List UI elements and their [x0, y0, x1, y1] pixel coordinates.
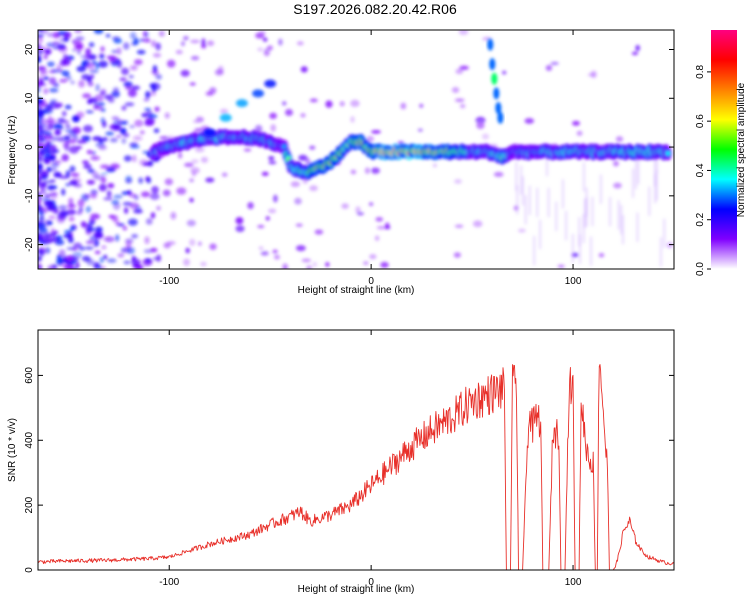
spectrogram-y-axis-label: Frequency (Hz)	[7, 116, 18, 185]
colorbar-ticks: 0.0 0.2 0.4 0.6 0.8	[695, 64, 711, 276]
y-tick-label: -20	[24, 237, 35, 252]
colorbar: 0.0 0.2 0.4 0.6 0.8 Normalized spectral ampl…	[695, 30, 747, 276]
x-tick-label: -100	[159, 276, 179, 287]
spectrogram-frame	[37, 29, 675, 270]
y-tick-label: 600	[24, 367, 35, 384]
snr-y-axis-label: SNR (10 * v/v)	[7, 418, 18, 482]
spectrogram-y-ticks: -20 -10 0 10 20	[24, 44, 674, 252]
spectrogram-diagonal-branch	[203, 79, 277, 137]
spectrogram-x-ticks: -100 0 100	[159, 30, 582, 287]
colorbar-tick-label: 0.2	[695, 212, 706, 226]
snr-x-axis-label: Height of straight line (km)	[298, 584, 415, 595]
y-tick-label: -10	[24, 188, 35, 203]
snr-series-line	[38, 364, 674, 570]
x-tick-label: -100	[159, 577, 179, 588]
x-tick-label: 0	[368, 577, 374, 588]
colorbar-tick-label: 0.4	[695, 163, 706, 177]
y-tick-label: 10	[24, 92, 35, 104]
y-tick-label: 0	[24, 567, 35, 573]
snr-x-ticks: -100 0 100	[159, 330, 582, 588]
y-tick-label: 0	[24, 144, 35, 150]
colorbar-label: Normalized spectral amplitude	[736, 82, 747, 217]
y-tick-label: 20	[24, 44, 35, 56]
colorbar-tick-label: 0.6	[695, 114, 706, 128]
snr-panel: -100 0 100 0 200 400 600 Height of straight l…	[7, 329, 675, 595]
page-title: S197.2026.082.20.42.R06	[293, 1, 457, 17]
colorbar-gradient	[711, 30, 737, 269]
snr-frame	[37, 329, 675, 571]
spectrogram-spike-branch	[487, 38, 504, 124]
y-tick-label: 200	[24, 496, 35, 513]
colorbar-tick-label: 0.0	[695, 262, 706, 276]
spectrogram-noise-speckle	[38, 30, 673, 269]
colorbar-tick-label: 0.8	[695, 64, 706, 78]
x-tick-label: 100	[565, 577, 582, 588]
spectrogram-ridge	[149, 129, 672, 180]
y-tick-label: 400	[24, 431, 35, 448]
spectrogram-heatmap	[38, 30, 673, 269]
x-tick-label: 0	[368, 276, 374, 287]
snr-y-ticks: 0 200 400 600	[24, 367, 674, 573]
spectrogram-x-axis-label: Height of straight line (km)	[298, 285, 415, 296]
x-tick-label: 100	[565, 276, 582, 287]
